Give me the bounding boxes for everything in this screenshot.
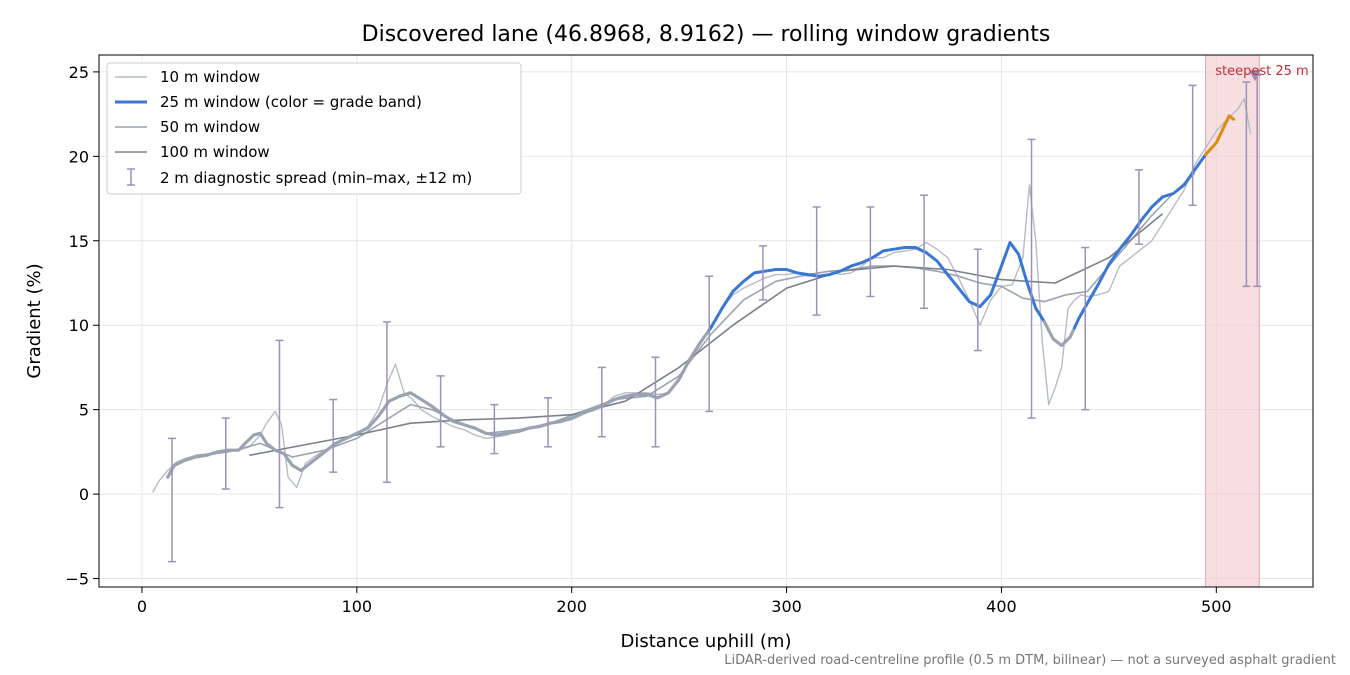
legend-label-spread: 2 m diagnostic spread (min–max, ±12 m) <box>160 169 472 187</box>
diagnostic-spread-bar <box>1027 138 1036 419</box>
x-tick-label: 100 <box>342 597 373 616</box>
diagnostic-spread-bar <box>490 403 499 455</box>
series-line-25m-blue <box>707 241 1046 332</box>
diagnostic-spread-bar <box>1242 81 1251 288</box>
diagnostic-spread-bar <box>866 206 875 298</box>
chart-title: Discovered lane (46.8968, 8.9162) — roll… <box>362 22 1051 47</box>
diagnostic-spread-bar <box>329 398 338 473</box>
diagnostic-spread-bar <box>920 194 929 310</box>
series-line-25m-orange <box>1204 114 1235 157</box>
highlight-annotation: steepest 25 m <box>1215 64 1308 79</box>
series-line-50m <box>195 172 1196 458</box>
y-tick-label: 5 <box>79 401 89 420</box>
x-tick-label: 300 <box>771 597 802 616</box>
y-tick-label: 15 <box>69 232 89 251</box>
series-lines <box>152 70 1261 493</box>
x-tick-label: 400 <box>986 597 1017 616</box>
legend-swatch-spread <box>127 168 135 186</box>
x-tick-label: 200 <box>556 597 587 616</box>
x-axis-label: Distance uphill (m) <box>621 631 792 652</box>
diagnostic-spread-bar <box>275 339 284 509</box>
y-tick-label: −5 <box>65 570 89 589</box>
series-line-25m-gray <box>1042 320 1077 348</box>
diagnostic-spread-bar <box>651 356 660 448</box>
diagnostic-spread-bar <box>544 397 553 448</box>
diagnostic-spread-bar <box>1134 169 1143 245</box>
legend-label-100m: 100 m window <box>160 143 270 161</box>
legend: 10 m window 25 m window (color = grade b… <box>106 62 522 195</box>
axis-ticks: 0 100 200 300 400 500 −5 0 5 10 15 20 25 <box>65 63 1231 616</box>
x-tick-label: 500 <box>1201 597 1232 616</box>
diagnostic-spread-bar <box>973 248 982 352</box>
diagnostic-spread-bar <box>168 437 177 563</box>
series-line-25m-gray <box>166 328 711 479</box>
series-line-100m <box>249 213 1164 457</box>
diagnostic-spread-bars <box>168 74 1262 563</box>
y-tick-label: 20 <box>69 147 89 166</box>
x-tick-label: 0 <box>137 597 147 616</box>
diagnostic-spread-bar <box>812 206 821 316</box>
y-tick-label: 0 <box>79 485 89 504</box>
diagnostic-spread-bar <box>758 245 767 301</box>
diagnostic-spread-bar <box>1081 246 1090 411</box>
diagnostic-spread-bar <box>1253 74 1262 288</box>
legend-box <box>106 62 522 195</box>
y-tick-label: 25 <box>69 63 89 82</box>
diagnostic-spread-bar <box>705 275 714 413</box>
diagnostic-spread-bar <box>1188 84 1197 207</box>
y-axis-label: Gradient (%) <box>24 263 45 378</box>
legend-label-25m: 25 m window (color = grade band) <box>160 93 422 111</box>
diagnostic-spread-bar <box>221 417 230 490</box>
y-tick-label: 10 <box>69 316 89 335</box>
diagnostic-spread-bar <box>436 375 445 448</box>
plot-frame <box>98 54 1314 588</box>
diagnostic-spread-bar <box>382 321 391 484</box>
diagnostic-spread-bar <box>597 366 606 438</box>
legend-label-50m: 50 m window <box>160 118 260 136</box>
series-line-25m-blue <box>1073 153 1208 330</box>
legend-label-10m: 10 m window <box>160 68 260 86</box>
footnote: LiDAR-derived road-centreline profile (0… <box>724 653 1336 668</box>
